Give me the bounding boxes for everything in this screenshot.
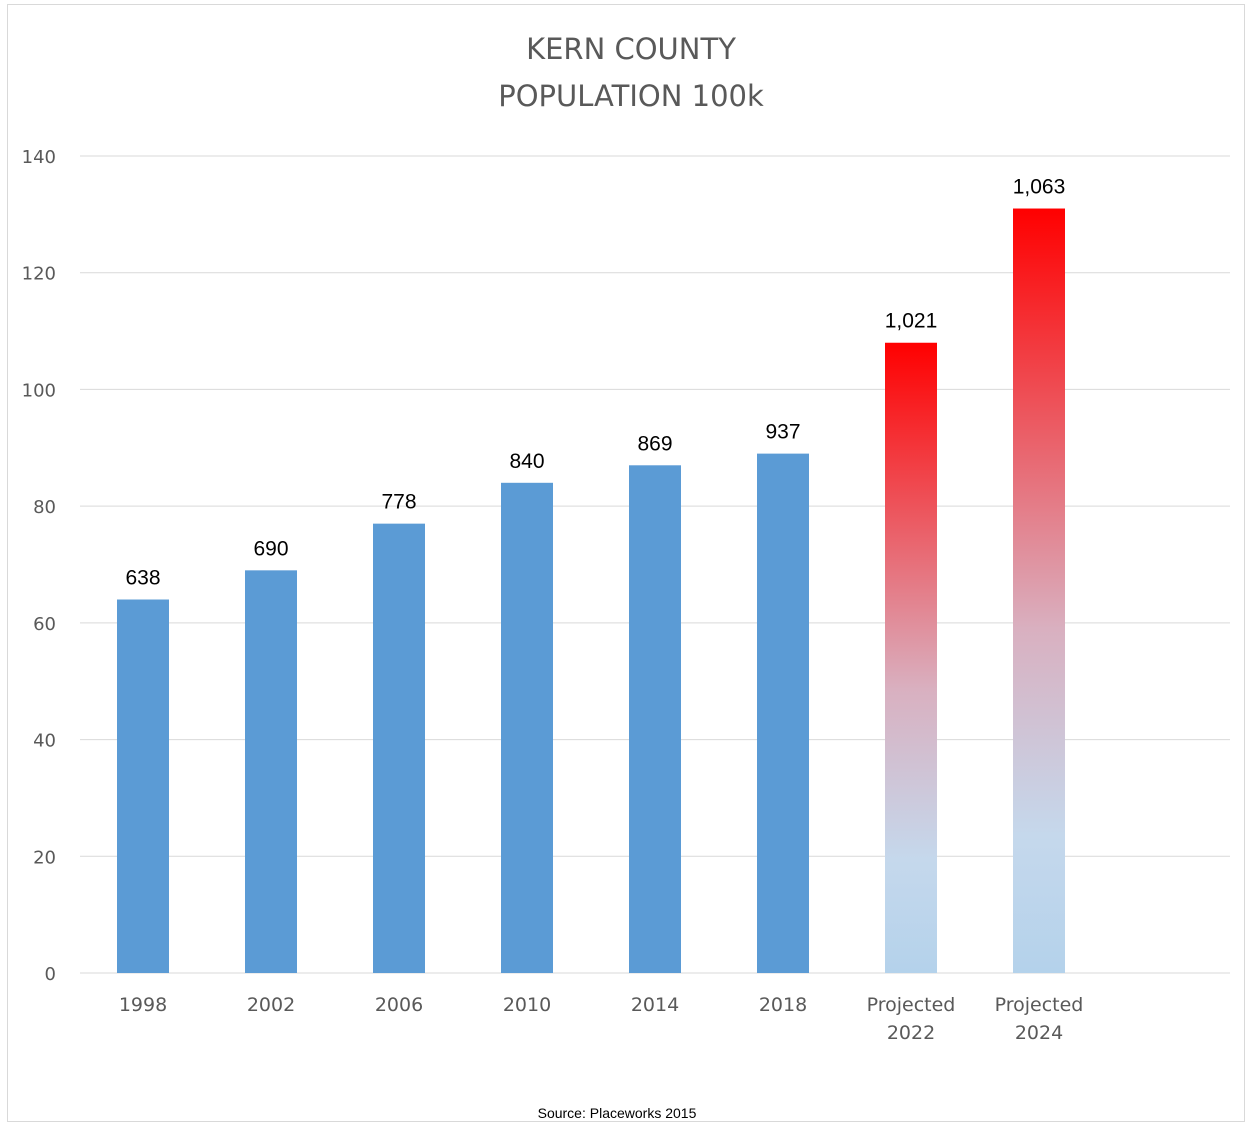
source-note: Source: Placeworks 2015 xyxy=(538,1105,697,1121)
bar-data-label: 869 xyxy=(637,432,672,455)
bar xyxy=(501,482,553,973)
bar-data-label: 1,021 xyxy=(885,310,938,333)
y-tick-label: 80 xyxy=(33,497,56,518)
bar-data-label: 638 xyxy=(125,567,160,590)
y-tick-label: 100 xyxy=(22,380,56,401)
x-category-label: 2018 xyxy=(759,994,807,1016)
x-category-label: 2022 xyxy=(887,1022,935,1044)
bar-data-label: 840 xyxy=(509,450,544,473)
bar xyxy=(245,570,297,973)
y-tick-label: 140 xyxy=(22,147,56,168)
y-tick-label: 120 xyxy=(22,264,56,285)
bar-data-label: 690 xyxy=(253,537,288,560)
y-tick-label: 40 xyxy=(33,731,56,752)
x-category-label: 2006 xyxy=(375,994,423,1016)
x-category-label: Projected xyxy=(867,994,956,1016)
bar-data-label: 937 xyxy=(765,421,800,444)
bar xyxy=(629,465,681,973)
bars xyxy=(117,208,1065,973)
y-axis-tick-labels: 0 20 40 60 80 100 120 140 xyxy=(22,147,56,985)
y-tick-label: 60 xyxy=(33,614,56,635)
y-tick-label: 20 xyxy=(33,847,56,868)
bar xyxy=(757,453,809,973)
bar xyxy=(1013,208,1065,973)
x-category-label: 2010 xyxy=(503,994,551,1016)
bar xyxy=(373,523,425,973)
x-axis-category-labels: 1998 2002 2006 2010 2014 2018 Projected 2022 Pro… xyxy=(119,994,1084,1044)
bar xyxy=(117,599,169,973)
chart-title-line-1: KERN COUNTY xyxy=(526,32,736,66)
bar-data-label: 778 xyxy=(381,491,416,514)
x-category-label: Projected xyxy=(995,994,1084,1016)
chart-frame xyxy=(7,4,1245,1122)
y-tick-label: 0 xyxy=(45,964,56,985)
x-category-label: 2014 xyxy=(631,994,679,1016)
bar xyxy=(885,342,937,973)
x-category-label: 2002 xyxy=(247,994,295,1016)
x-category-label: 1998 xyxy=(119,994,167,1016)
chart-title-line-2: POPULATION 100k xyxy=(498,79,764,113)
data-labels: 638 690 778 840 869 937 1,021 1,063 xyxy=(125,176,1065,590)
bar-data-label: 1,063 xyxy=(1013,176,1066,199)
x-category-label: 2024 xyxy=(1015,1022,1063,1044)
